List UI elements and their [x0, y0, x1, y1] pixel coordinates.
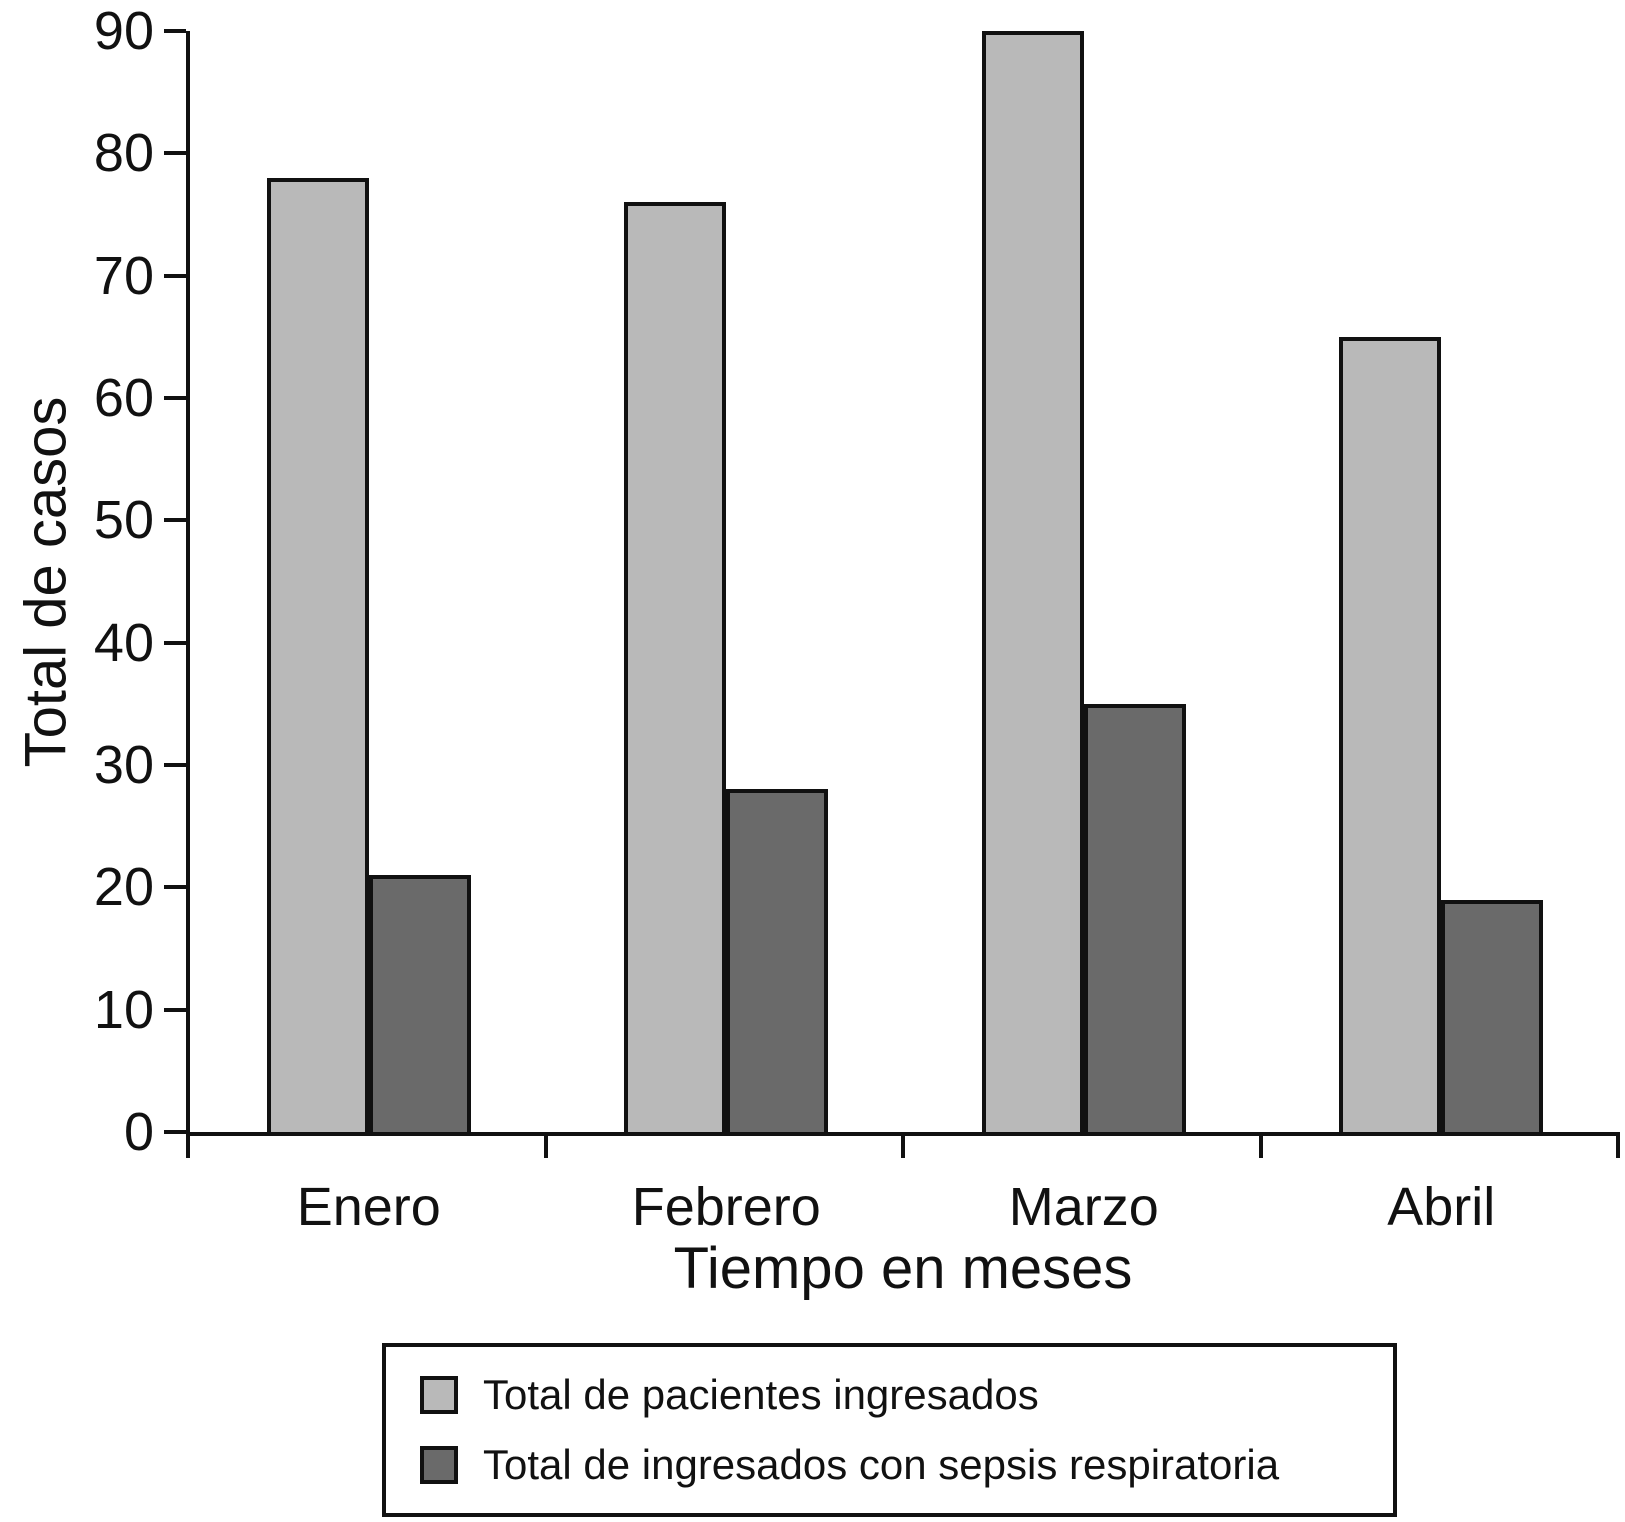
y-tick-70	[164, 273, 186, 278]
y-tick-40	[164, 640, 186, 645]
legend-item-pacientes-ingresados: Total de pacientes ingresados	[420, 1374, 1393, 1416]
x-tick-0	[186, 1132, 190, 1158]
legend-label-pacientes-ingresados: Total de pacientes ingresados	[483, 1371, 1039, 1418]
y-tick-10	[164, 1007, 186, 1012]
bar-total-de-ingresados-con-sepsis-respiratoria-abril	[1441, 899, 1544, 1132]
y-tick-label-40: 40	[93, 612, 154, 673]
x-tick-1	[543, 1132, 548, 1158]
plot-area: 0 10 20 30 40 50 60 70 80 90 Enero Febrero Marzo Abri…	[94, 4, 1620, 1234]
y-tick-20	[164, 885, 186, 890]
x-axis-title: Tiempo en meses	[673, 1236, 1133, 1301]
x-category-label-marzo: Marzo	[1008, 1177, 1159, 1237]
x-category-label-febrero: Febrero	[631, 1177, 821, 1237]
y-tick-label-50: 50	[93, 490, 154, 551]
y-tick-label-60: 60	[93, 368, 154, 428]
bar-total-de-ingresados-con-sepsis-respiratoria-marzo	[1083, 703, 1186, 1132]
y-axis-title-text: Total de casos	[13, 396, 78, 767]
x-tick-2	[901, 1132, 905, 1158]
legend-swatch-sepsis-respiratoria	[420, 1446, 458, 1484]
legend-label-sepsis-respiratoria: Total de ingresados con sepsis respirato…	[483, 1441, 1280, 1488]
y-tick-label-30: 30	[93, 735, 154, 795]
bar-total-de-pacientes-ingresados-abril	[1339, 336, 1442, 1132]
bar-total-de-pacientes-ingresados-enero	[266, 177, 369, 1132]
x-tick-3	[1258, 1132, 1263, 1158]
y-axis-title: Total de casos	[0, 31, 92, 1132]
y-tick-0	[164, 1130, 186, 1134]
y-tick-30	[164, 763, 186, 767]
y-tick-label-80: 80	[93, 123, 154, 184]
y-tick-90	[164, 29, 186, 33]
y-tick-label-20: 20	[93, 857, 154, 918]
legend: Total de pacientes ingresados Total de i…	[382, 1343, 1397, 1517]
bar-total-de-pacientes-ingresados-marzo	[981, 31, 1084, 1132]
legend-swatch-pacientes-ingresados	[420, 1376, 458, 1414]
y-tick-label-10: 10	[93, 979, 154, 1040]
y-tick-80	[164, 151, 186, 156]
y-tick-60	[164, 396, 186, 400]
x-tick-4	[1616, 1132, 1620, 1158]
y-tick-label-0: 0	[123, 1102, 154, 1162]
x-category-label-abril: Abril	[1387, 1177, 1496, 1237]
y-tick-50	[164, 518, 186, 523]
y-tick-label-70: 70	[93, 245, 154, 306]
bar-total-de-pacientes-ingresados-febrero	[624, 202, 727, 1132]
x-category-label-enero: Enero	[296, 1177, 441, 1237]
y-tick-label-90: 90	[93, 1, 154, 61]
bar-total-de-ingresados-con-sepsis-respiratoria-enero	[368, 875, 471, 1132]
bar-total-de-ingresados-con-sepsis-respiratoria-febrero	[726, 789, 829, 1132]
legend-item-sepsis-respiratoria: Total de ingresados con sepsis respirato…	[420, 1444, 1393, 1486]
